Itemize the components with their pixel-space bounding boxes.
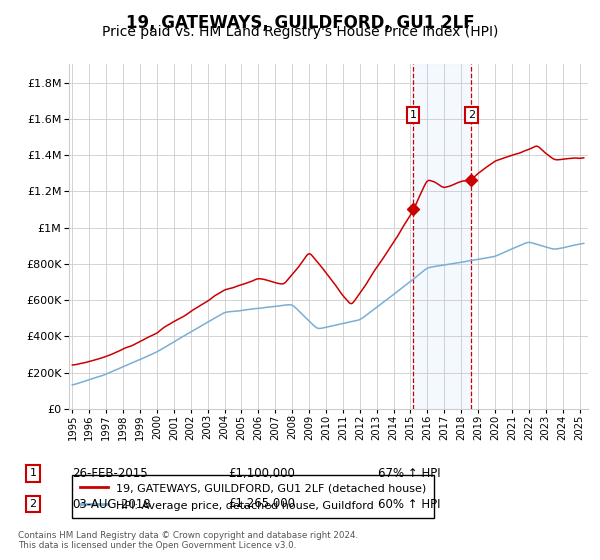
Legend: 19, GATEWAYS, GUILDFORD, GU1 2LF (detached house), HPI: Average price, detached : 19, GATEWAYS, GUILDFORD, GU1 2LF (detach…: [72, 475, 434, 519]
Text: 60% ↑ HPI: 60% ↑ HPI: [378, 497, 440, 511]
Text: 19, GATEWAYS, GUILDFORD, GU1 2LF: 19, GATEWAYS, GUILDFORD, GU1 2LF: [125, 14, 475, 32]
Text: 03-AUG-2018: 03-AUG-2018: [72, 497, 151, 511]
Text: 67% ↑ HPI: 67% ↑ HPI: [378, 466, 440, 480]
Text: £1,100,000: £1,100,000: [228, 466, 295, 480]
Text: 26-FEB-2015: 26-FEB-2015: [72, 466, 148, 480]
Text: Price paid vs. HM Land Registry's House Price Index (HPI): Price paid vs. HM Land Registry's House …: [102, 25, 498, 39]
Text: £1,265,000: £1,265,000: [228, 497, 295, 511]
Text: 1: 1: [410, 110, 416, 120]
Text: 1: 1: [29, 468, 37, 478]
Bar: [413, 64, 472, 409]
Text: 2: 2: [29, 499, 37, 509]
Text: Contains HM Land Registry data © Crown copyright and database right 2024.
This d: Contains HM Land Registry data © Crown c…: [18, 530, 358, 550]
Text: 2: 2: [468, 110, 475, 120]
